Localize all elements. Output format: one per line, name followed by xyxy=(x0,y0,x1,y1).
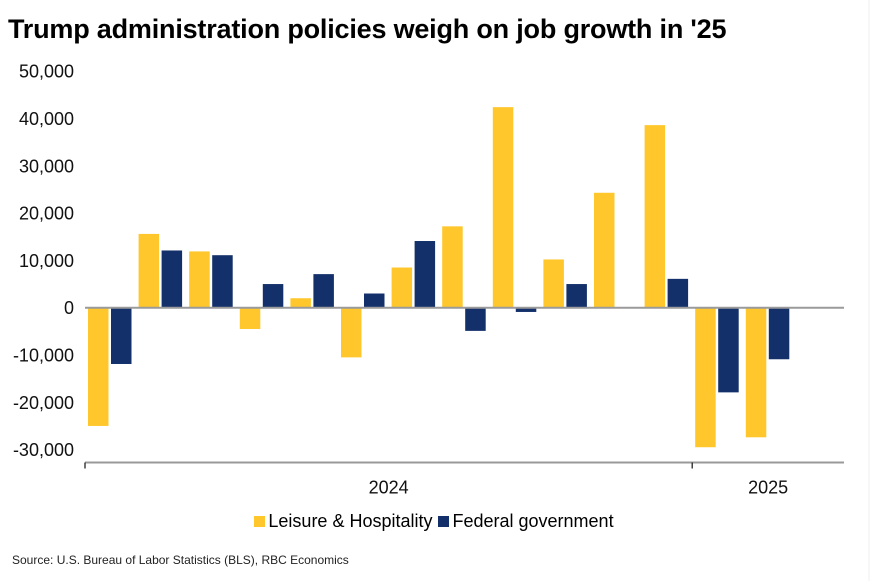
bar-leisure-hospitality xyxy=(391,267,413,308)
legend-swatch-leisure xyxy=(254,516,266,527)
y-tick-label: -30,000 xyxy=(13,440,74,460)
source-note: Source: U.S. Bureau of Labor Statistics … xyxy=(12,553,349,567)
bar-federal-government xyxy=(515,307,537,312)
bar-federal-government xyxy=(212,255,233,308)
bar-federal-government xyxy=(364,293,385,308)
bar-federal-government xyxy=(566,284,587,308)
bar-federal-government xyxy=(768,307,790,360)
x-group-label: 2024 xyxy=(369,478,409,498)
bar-leisure-hospitality xyxy=(442,226,463,308)
legend-label-federal: Federal government xyxy=(452,511,614,531)
bar-leisure-hospitality xyxy=(745,307,767,438)
bar-leisure-hospitality xyxy=(239,307,261,329)
y-tick-label: -10,000 xyxy=(13,346,74,366)
bar-leisure-hospitality xyxy=(88,307,109,426)
bar-federal-government xyxy=(313,274,334,308)
legend-item-leisure: Leisure & Hospitality xyxy=(254,511,432,532)
bar-leisure-hospitality xyxy=(138,233,160,308)
bar-leisure-hospitality xyxy=(492,107,514,308)
y-tick-label: 0 xyxy=(64,298,74,318)
bar-leisure-hospitality xyxy=(543,259,564,308)
legend: Leisure & Hospitality Federal government xyxy=(0,511,868,532)
bar-leisure-hospitality xyxy=(695,307,716,448)
y-tick-label: 30,000 xyxy=(19,156,74,176)
legend-swatch-federal xyxy=(438,516,450,527)
x-group-label: 2025 xyxy=(748,478,788,498)
bar-federal-government xyxy=(111,307,132,364)
bar-federal-government xyxy=(465,307,486,331)
bar-leisure-hospitality xyxy=(644,125,666,308)
y-tick-label: 40,000 xyxy=(19,109,74,129)
y-tick-label: 50,000 xyxy=(19,62,74,82)
bar-federal-government xyxy=(262,284,284,308)
bar-federal-government xyxy=(414,241,436,308)
bars xyxy=(88,107,790,448)
x-axis: 2024 2025 xyxy=(84,461,844,498)
bar-leisure-hospitality xyxy=(594,192,615,308)
bar-leisure-hospitality xyxy=(290,298,311,308)
chart-title: Trump administration policies weigh on j… xyxy=(8,14,727,44)
y-tick-label: 10,000 xyxy=(19,251,74,271)
bar-federal-government xyxy=(161,250,183,308)
bar-federal-government xyxy=(718,307,739,393)
bar-federal-government xyxy=(667,278,689,308)
legend-item-federal: Federal government xyxy=(438,511,614,532)
y-tick-label: 20,000 xyxy=(19,204,74,224)
y-tick-label: -20,000 xyxy=(13,393,74,413)
legend-label-leisure: Leisure & Hospitality xyxy=(268,511,433,531)
bar-leisure-hospitality xyxy=(341,307,362,358)
y-axis-labels: 50,000 40,000 30,000 20,000 10,000 0 -10,000 -2… xyxy=(13,62,74,460)
bar-leisure-hospitality xyxy=(189,251,210,308)
